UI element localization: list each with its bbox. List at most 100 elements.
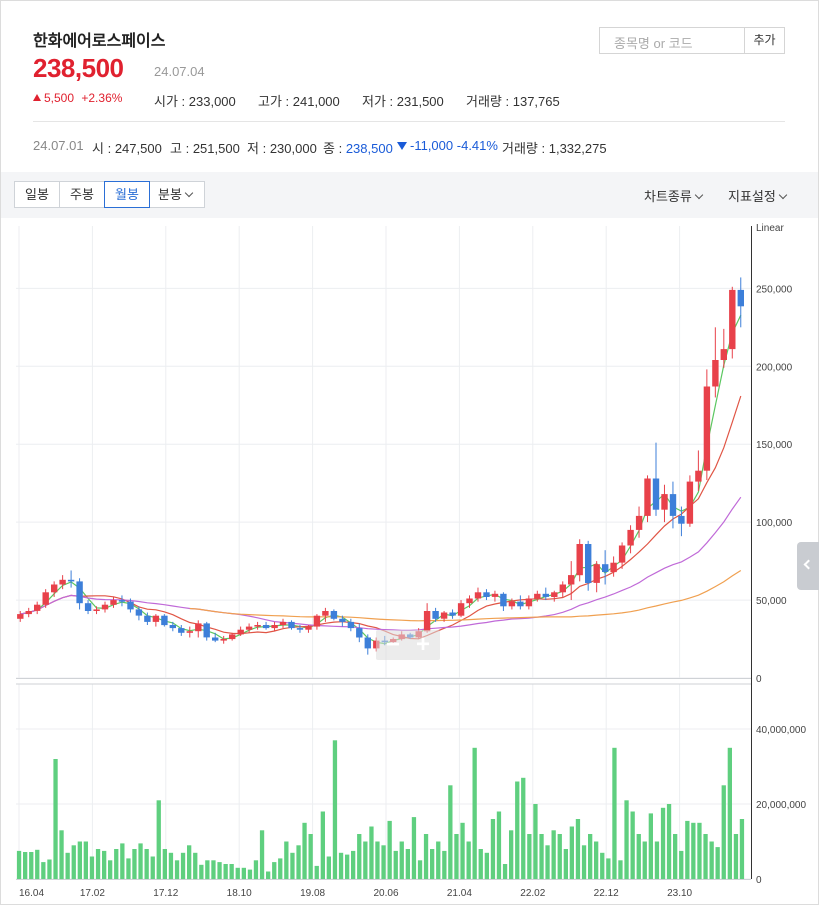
candle bbox=[737, 289, 744, 307]
high-price: 고가 : 241,000 bbox=[258, 94, 340, 109]
candle bbox=[67, 579, 75, 582]
volume-bar bbox=[381, 845, 386, 880]
candle bbox=[695, 470, 702, 482]
volume-bar bbox=[460, 822, 465, 880]
candle bbox=[585, 544, 592, 583]
volume-bar bbox=[193, 852, 198, 880]
x-tick-label: 17.12 bbox=[153, 888, 178, 899]
volume-bar bbox=[490, 819, 496, 879]
volume-bar bbox=[642, 841, 647, 879]
candle bbox=[618, 545, 626, 563]
volume-bar bbox=[739, 819, 745, 879]
current-price: 238,500 bbox=[33, 53, 124, 83]
volume-bar bbox=[235, 867, 240, 880]
candle bbox=[203, 623, 210, 638]
candle bbox=[423, 611, 431, 632]
volume-bar bbox=[314, 865, 319, 879]
volume-bar bbox=[95, 849, 101, 879]
tab-weekly[interactable]: 주봉 bbox=[59, 181, 105, 208]
zoom-control[interactable]: − + bbox=[376, 630, 440, 660]
volume-bar bbox=[472, 747, 477, 880]
volume-bar bbox=[721, 785, 726, 880]
volume-bar bbox=[715, 847, 720, 879]
ma120-line bbox=[189, 569, 742, 622]
x-tick-label: 22.12 bbox=[594, 888, 619, 899]
volume-bar bbox=[563, 849, 568, 879]
volume-bar bbox=[23, 852, 28, 879]
volume-bar bbox=[551, 830, 556, 880]
volume-bar bbox=[89, 856, 95, 879]
prev-low: 저 : 230,000 bbox=[247, 141, 317, 156]
candle bbox=[144, 615, 151, 622]
volume-bar bbox=[660, 807, 666, 880]
volume-bar bbox=[417, 860, 423, 880]
candle bbox=[729, 289, 736, 350]
volume-bar bbox=[654, 841, 660, 879]
tab-minute[interactable]: 분봉 bbox=[149, 181, 205, 208]
prev-date: 24.07.01 bbox=[33, 138, 84, 153]
volume-bar bbox=[703, 834, 708, 879]
volume-bar bbox=[666, 804, 672, 879]
tab-monthly[interactable]: 월봉 bbox=[104, 181, 150, 208]
volume-bar bbox=[296, 845, 301, 880]
volume-bar bbox=[411, 817, 417, 879]
volume-bar bbox=[284, 841, 289, 879]
candle bbox=[313, 615, 321, 627]
volume-bar bbox=[502, 864, 508, 879]
x-tick-label: 16.04 bbox=[19, 888, 44, 899]
candle bbox=[661, 494, 668, 510]
volume-bar bbox=[351, 850, 356, 879]
volume-bar bbox=[332, 740, 338, 880]
y-tick-label: 50,000 bbox=[756, 596, 787, 607]
candle bbox=[491, 593, 499, 597]
volume-bar bbox=[557, 834, 562, 879]
volume-bar bbox=[581, 845, 587, 880]
volume-bar bbox=[290, 852, 295, 880]
x-tick-label: 19.08 bbox=[300, 888, 325, 899]
volume-bar bbox=[180, 852, 186, 880]
volume-bar bbox=[59, 830, 64, 880]
x-tick-label: 20.06 bbox=[373, 888, 398, 899]
zoom-out-icon[interactable]: − bbox=[386, 631, 401, 658]
volume-bar bbox=[375, 841, 380, 879]
candle bbox=[305, 626, 312, 630]
candle bbox=[432, 611, 439, 619]
candle bbox=[576, 544, 583, 576]
x-tick-label: 18.10 bbox=[227, 888, 252, 899]
volume-bar bbox=[673, 834, 678, 879]
volume-bar bbox=[302, 822, 307, 880]
volume-bar bbox=[569, 826, 574, 879]
price-date: 24.07.04 bbox=[154, 64, 205, 79]
ma60-line bbox=[20, 496, 742, 631]
down-triangle-icon bbox=[397, 142, 407, 150]
candle bbox=[93, 609, 100, 611]
candle bbox=[127, 601, 134, 610]
volume-bar bbox=[338, 852, 344, 880]
add-button[interactable]: 추가 bbox=[744, 27, 785, 54]
x-tick-label: 22.02 bbox=[520, 888, 545, 899]
volume-bar bbox=[174, 860, 180, 880]
volume-bar bbox=[393, 850, 398, 879]
candle bbox=[17, 614, 24, 619]
candle bbox=[118, 600, 126, 602]
volume-bar bbox=[387, 820, 392, 879]
volume-bar bbox=[533, 804, 538, 879]
candle bbox=[627, 529, 634, 546]
volume-bar bbox=[266, 871, 271, 879]
candle bbox=[59, 579, 66, 585]
volume-bar bbox=[539, 834, 544, 879]
zoom-in-icon[interactable]: + bbox=[416, 631, 431, 658]
candle bbox=[686, 481, 694, 524]
candle bbox=[703, 386, 711, 471]
indicator-settings-menu[interactable]: 지표설정 bbox=[728, 186, 788, 205]
price-scale-label: Linear bbox=[756, 223, 784, 234]
candle bbox=[34, 604, 41, 611]
volume-bar bbox=[515, 781, 520, 879]
volume-bar bbox=[466, 841, 471, 879]
chart-type-menu[interactable]: 차트종류 bbox=[644, 186, 704, 205]
candle bbox=[525, 598, 533, 607]
side-panel-toggle[interactable] bbox=[797, 542, 819, 590]
candle bbox=[500, 593, 507, 607]
volume-bar bbox=[308, 834, 313, 879]
